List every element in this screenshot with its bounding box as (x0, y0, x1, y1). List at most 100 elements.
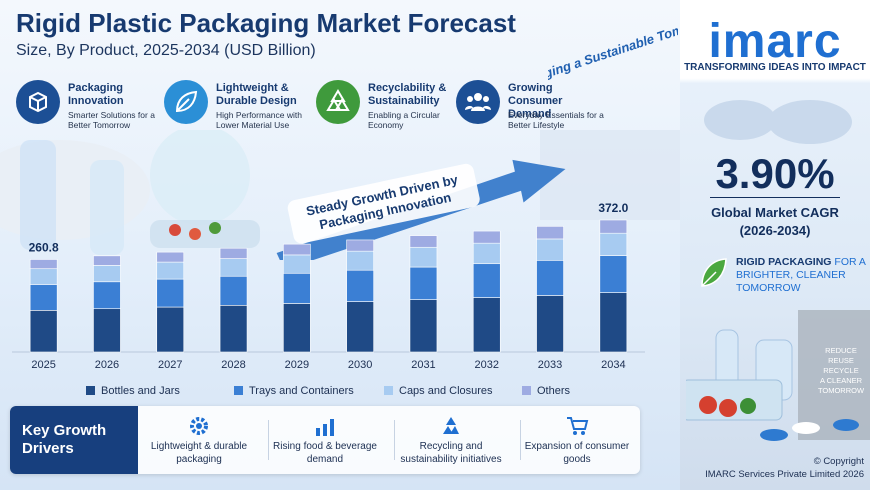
bar-segment (409, 235, 438, 248)
bin-line: A CLEANER (819, 376, 863, 385)
feature-title: Lightweight & Durable Design (216, 82, 297, 107)
brand-tagline: TRANSFORMING IDEAS INTO IMPACT (684, 62, 866, 73)
bin-line: REDUCE (825, 346, 857, 355)
legend-item: Bottles and Jars (86, 385, 180, 397)
feature-title: Packaging Innovation (68, 82, 124, 107)
driver-text: Rising food & beverage demand (273, 441, 377, 465)
cagr-period: (2026-2034) (739, 223, 811, 238)
feature-icon (456, 80, 500, 124)
bar-segment (346, 301, 374, 353)
feature-icon (164, 80, 208, 124)
bar-segment (536, 260, 564, 296)
divider (710, 197, 840, 198)
bin-line: REUSE (828, 356, 854, 365)
bar-segment (93, 308, 121, 353)
separator (520, 420, 521, 460)
drivers-heading: Key Growth Drivers (10, 406, 138, 474)
legend-swatch (86, 386, 95, 395)
cagr-value: 3.90% (715, 150, 835, 197)
x-tick-label: 2031 (411, 359, 435, 371)
bar-segment (93, 281, 121, 310)
legend-label: Others (537, 385, 571, 397)
title: Rigid Plastic Packaging Market Forecast (16, 8, 516, 38)
bar-segment (599, 292, 628, 353)
driver: Recycling and sustainability initiatives (390, 414, 512, 466)
bar-segment (283, 243, 311, 256)
bar-segment (409, 266, 438, 300)
bar-segment (93, 265, 121, 283)
x-tick-label: 2032 (475, 359, 499, 371)
bar-segment (283, 303, 311, 353)
bar-segment (283, 254, 311, 274)
legend-item: Others (522, 385, 570, 397)
bar-segment (156, 278, 185, 308)
bin-line: RECYCLE (823, 366, 859, 375)
feature: Growing Consumer Demand Everyday Essenti… (456, 80, 604, 130)
bar-segment (599, 255, 628, 293)
bar-segment (93, 255, 121, 266)
x-tick-label: 2026 (95, 359, 119, 371)
bar-segment (219, 305, 248, 353)
bar-segment (472, 230, 501, 244)
driver-text: Expansion of consumer goods (524, 441, 630, 465)
driver: Expansion of consumer goods (516, 414, 638, 466)
total-label: 372.0 (598, 201, 628, 215)
legend-label: Bottles and Jars (101, 385, 180, 397)
legend-swatch (384, 386, 393, 395)
driver: Lightweight & durable packaging (138, 414, 260, 466)
bar-segment (346, 269, 374, 302)
bar-segment (219, 275, 248, 306)
x-tick-label: 2033 (538, 359, 562, 371)
bar-segment (156, 306, 185, 353)
bar-segment (29, 259, 58, 270)
separator (268, 420, 269, 460)
background-art (0, 130, 680, 255)
slogan: RIGID PACKAGING FOR A BRIGHTER, CLEANER … (736, 256, 866, 295)
products-art (686, 310, 870, 441)
driver: Rising food & beverage demand (264, 414, 386, 466)
bar-segment (219, 258, 248, 277)
feature: Lightweight & Durable Design High Perfor… (164, 80, 304, 130)
feature-text: High Performance with Lower Material Use (216, 110, 302, 130)
x-tick-label: 2034 (601, 359, 625, 371)
copyright: © Copyright (813, 456, 864, 467)
bar-segment (599, 219, 628, 234)
drivers-panel: Key Growth Drivers Lightweight & durable… (10, 406, 640, 474)
x-tick-label: 2027 (158, 359, 182, 371)
bar-segment (29, 268, 58, 285)
company: IMARC Services Private Limited 2026 (705, 469, 864, 480)
bar-segment (283, 272, 311, 304)
bar-segment (156, 261, 185, 280)
feature-title: Growing Consumer Demand (508, 82, 563, 120)
slogan-highlight: RIGID PACKAGING (736, 256, 832, 268)
bar-segment (472, 297, 501, 353)
bar-segment (409, 299, 438, 353)
x-tick-label: 2029 (285, 359, 309, 371)
bar-segment (472, 242, 501, 265)
feature-text: Enabling a Circular Economy (368, 110, 440, 130)
x-tick-label: 2030 (348, 359, 372, 371)
subtitle: Size, By Product, 2025-2034 (USD Billion… (16, 42, 316, 59)
world-map (704, 100, 852, 144)
side-panel: imarc TRANSFORMING IDEAS INTO IMPACT 3.9… (680, 0, 870, 490)
bar-segment (29, 284, 58, 311)
bar-segment (536, 226, 564, 240)
bin-line: TOMORROW (817, 386, 865, 395)
bar-segment (599, 232, 628, 256)
feature-text: Everyday Essentials for a Better Lifesty… (508, 110, 604, 130)
chart: 2025 260.8 2026 2027 2028 2029 2030 2031 2032 203… (12, 201, 645, 371)
slogan-rest: FOR A BRIGHTER, CLEANER TOMORROW (736, 256, 866, 294)
bin-text: REDUCE REUSE RECYCLE A CLEANER TOMORROW (816, 346, 866, 396)
legend-swatch (234, 386, 243, 395)
bar-segment (536, 295, 564, 353)
bar-segment (29, 310, 58, 353)
legend-swatch (522, 386, 531, 395)
feature-text: Smarter Solutions for a Better Tomorrow (68, 110, 155, 130)
legend-item: Caps and Closures (384, 385, 493, 397)
bar-segment (346, 250, 374, 271)
total-label: 260.8 (29, 240, 59, 254)
driver-text: Recycling and sustainability initiatives (400, 441, 502, 465)
bar-segment (219, 247, 248, 259)
legend-item: Trays and Containers (234, 385, 354, 397)
